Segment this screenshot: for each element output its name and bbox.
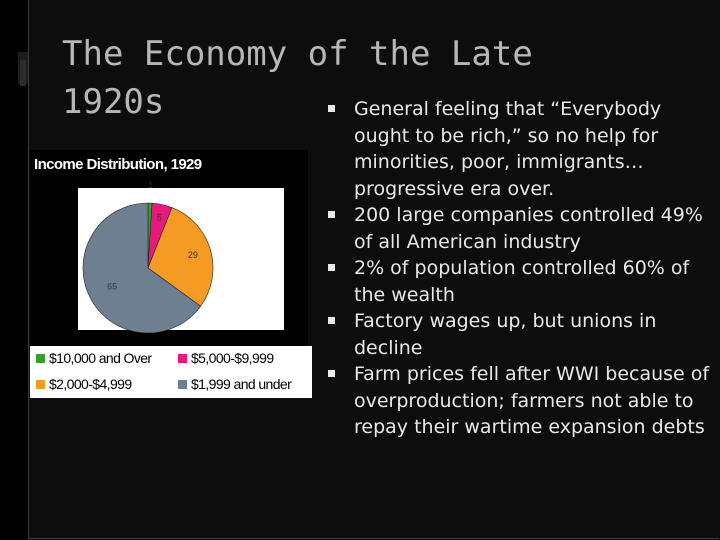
- pie-chart: Income Distribution, 1929 1 5 29 65: [30, 150, 308, 372]
- legend-item: $5,000-$9,999: [178, 350, 274, 366]
- legend-item: $1,999 and under: [178, 376, 292, 392]
- pie-data-label: 5: [157, 212, 162, 222]
- legend-item: $2,000-$4,999: [36, 376, 132, 392]
- chart-title: Income Distribution, 1929: [34, 156, 202, 173]
- slide-title: The Economy of the Late 1920s: [62, 34, 533, 122]
- pie-data-label: 1: [148, 180, 153, 190]
- legend-label: $1,999 and under: [191, 376, 292, 392]
- slide-frame: [28, 0, 719, 539]
- legend-label: $10,000 and Over: [49, 350, 152, 366]
- bullet-item: 2% of population controlled 60% of the w…: [326, 255, 716, 308]
- pie-slice: [147, 207, 214, 307]
- legend-swatch: [36, 353, 45, 363]
- bullet-item: Factory wages up, but unions in decline: [326, 308, 716, 361]
- bullet-item: Farm prices fell after WWI because of ov…: [326, 361, 716, 441]
- pie-slice: [82, 202, 202, 334]
- bullet-item: General feeling that “Everybody ought to…: [326, 96, 716, 202]
- decorative-bar-inner: [20, 60, 26, 86]
- chart-legend: $10,000 and Over $5,000-$9,999 $2,000-$4…: [30, 346, 312, 398]
- legend-item: $10,000 and Over: [36, 350, 152, 366]
- bullet-list: General feeling that “Everybody ought to…: [326, 96, 716, 441]
- legend-swatch: [178, 353, 187, 363]
- pie-data-label: 29: [188, 250, 198, 260]
- pie-data-label: 65: [107, 281, 117, 291]
- bullet-item: 200 large companies controlled 49% of al…: [326, 202, 716, 255]
- legend-swatch: [36, 379, 45, 389]
- chart-panel: Income Distribution, 1929 1 5 29 65: [30, 150, 308, 372]
- legend-label: $2,000-$4,999: [49, 376, 132, 392]
- legend-swatch: [178, 379, 187, 389]
- legend-label: $5,000-$9,999: [191, 350, 274, 366]
